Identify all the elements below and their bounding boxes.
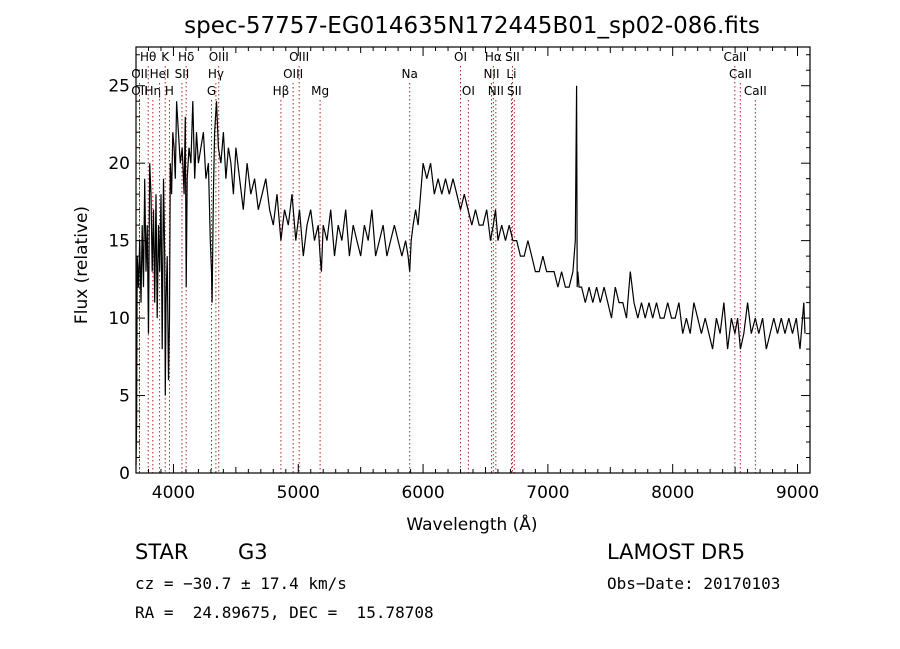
x-tick-label: 6000 [401,483,444,503]
chart-title: spec-57757-EG014635N172445B01_sp02-086.f… [184,13,760,39]
x-tick-label: 4000 [152,483,195,503]
spectral-line-label: H [165,84,174,98]
spectral-line-label: OII [131,84,148,98]
spectral-line-label: CaII [744,84,767,98]
x-axis-label: Wavelength (Å) [406,513,537,535]
x-axis-ticks: 4000 5000 6000 7000 8000 9000 [147,47,819,503]
object-class: STAR [135,540,189,564]
x-tick-label: 9000 [776,483,819,503]
spectral-line-label: SII [507,84,522,98]
spectral-line-label: Hη [145,84,162,98]
spectral-line-label: Mg [311,84,329,98]
object-subclass: G3 [238,540,268,564]
spectral-line-label: K [161,50,170,64]
x-tick-label: 7000 [526,483,569,503]
observation-date: Obs−Date: 20170103 [607,574,781,593]
y-tick-label: 10 [108,309,130,329]
spectral-line-label: SII [175,67,190,81]
x-tick-label: 5000 [277,483,320,503]
spectral-line-label: G [207,84,216,98]
spectral-line-label: SII [505,50,520,64]
spectral-line-label: Hβ [273,84,290,98]
y-tick-label: 25 [108,77,130,97]
spectral-line-label: Na [402,67,418,81]
spectral-line-label: OIII [209,50,229,64]
spectral-line-label: CaII [729,67,752,81]
spectral-line-label: OIII [289,50,309,64]
redshift-cz: cz = −30.7 ± 17.4 km/s [135,574,347,593]
spectral-line-label: NII [483,67,499,81]
y-tick-label: 0 [119,464,130,484]
y-axis-label: Flux (relative) [72,206,92,324]
spectral-line-label: Hθ [140,50,156,64]
y-tick-label: 20 [108,154,130,174]
spectral-line-label: CaII [723,50,746,64]
spectral-line-label: Hα [485,50,502,64]
spectral-line-label: OI [462,84,475,98]
plot-frame [135,46,811,474]
spectral-line-label: NII [488,84,504,98]
x-tick-label: 8000 [651,483,694,503]
spectral-line-label: Hγ [208,67,224,81]
spectral-line-label: Hδ [178,50,194,64]
spectral-line-label: Li [506,67,516,81]
spectral-line-label: OII [131,67,148,81]
survey-name: LAMOST DR5 [607,540,746,564]
y-tick-label: 5 [119,387,130,407]
y-tick-label: 15 [108,232,130,252]
ra-dec: RA = 24.89675, DEC = 15.78708 [135,603,434,622]
spectral-line-label: HeI [150,67,170,81]
spectral-line-label: OIII [283,67,303,81]
spectrum-line [135,85,806,466]
spectral-line-label: OI [454,50,467,64]
y-axis-ticks: 0 5 10 15 20 25 [108,54,810,484]
